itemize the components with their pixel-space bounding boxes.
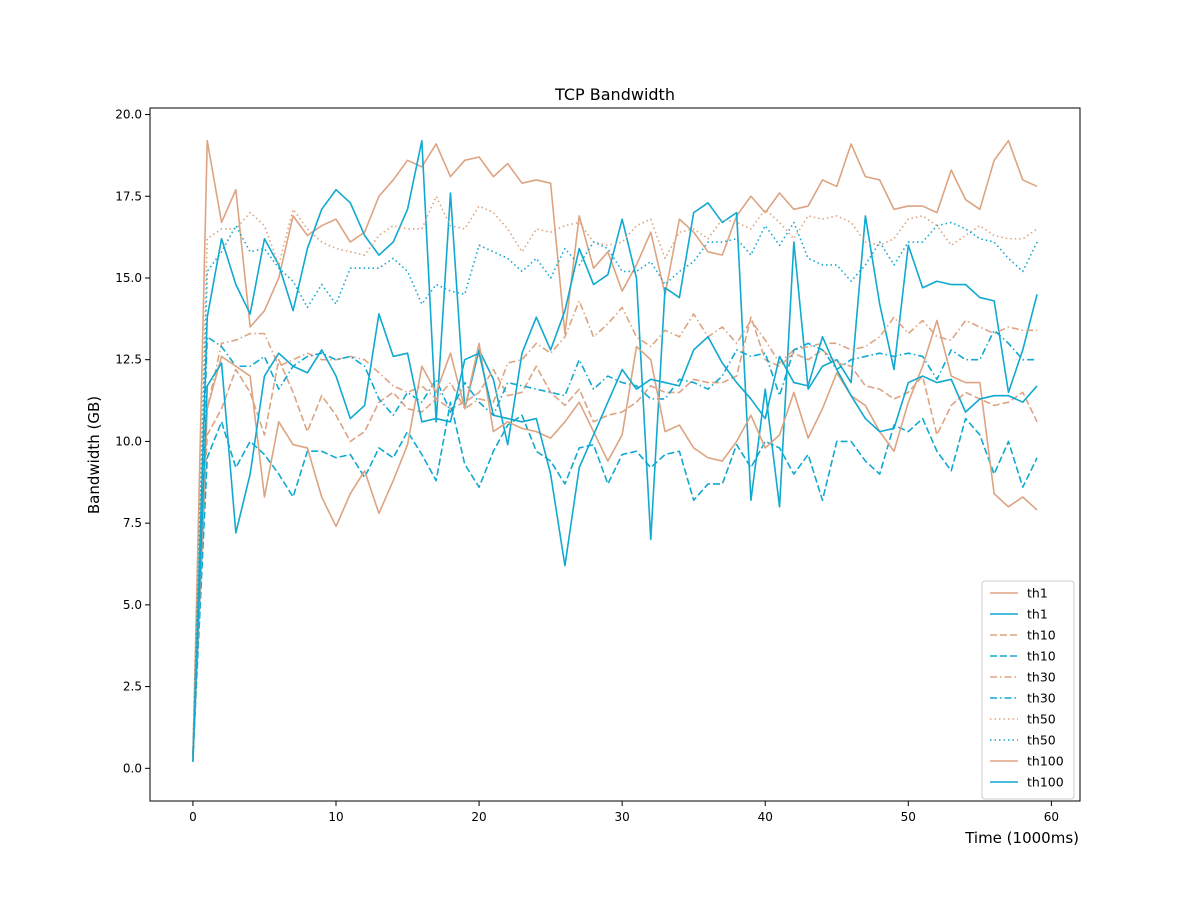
series-line-th100-8 [192,319,1038,759]
x-tick-label: 50 [901,810,916,824]
legend-label: th50 [1027,733,1056,748]
x-axis-label: Time (1000ms) [964,829,1079,847]
legend-label: th30 [1027,691,1056,706]
legend-label: th10 [1027,628,1056,643]
series-layer [192,139,1038,762]
y-tick-label: 10.0 [115,434,142,448]
plot-frame [149,107,1081,802]
legend-label: th1 [1027,586,1048,601]
legend: th1 th1 th10 th10 th30 th30 th50 th50 th100 th100 [981,580,1075,800]
series-line-th50-6 [192,195,1038,749]
legend-label: th1 [1027,607,1048,622]
y-axis-label: Bandwidth (GB) [85,396,103,514]
series-line-th10-3 [192,401,1038,759]
legend-label: th100 [1027,754,1064,769]
legend-label: th100 [1027,775,1064,790]
series-line-th50-7 [192,221,1038,752]
y-tick-label: 7.5 [123,516,142,530]
y-tick-label: 17.5 [115,189,142,203]
x-tick-label: 30 [615,810,630,824]
series-line-th1-0 [192,139,1038,759]
series-line-th1-1 [192,139,1038,762]
y-tick-label: 5.0 [123,598,142,612]
series-line-th30-5 [192,329,1038,756]
y-tick-label: 2.5 [123,680,142,694]
x-tick-label: 20 [471,810,486,824]
legend-label: th30 [1027,670,1056,685]
x-tick-label: 10 [328,810,343,824]
y-tick-label: 15.0 [115,271,142,285]
series-line-th100-9 [192,313,1038,762]
y-tick-label: 0.0 [123,761,142,775]
chart-title: TCP Bandwidth [554,85,675,104]
x-tick-label: 40 [758,810,773,824]
axis-ticks: 0 10 20 30 40 50 60 0.0 2.5 5.0 7.5 10.0 12.5 15.0 17.… [115,108,1059,824]
series-line-th30-4 [192,300,1038,753]
x-tick-label: 60 [1044,810,1059,824]
y-tick-label: 12.5 [115,353,142,367]
series-line-th10-2 [192,316,1038,756]
legend-label: th10 [1027,649,1056,664]
y-tick-label: 20.0 [115,108,142,122]
x-tick-label: 0 [189,810,197,824]
legend-label: th50 [1027,712,1056,727]
